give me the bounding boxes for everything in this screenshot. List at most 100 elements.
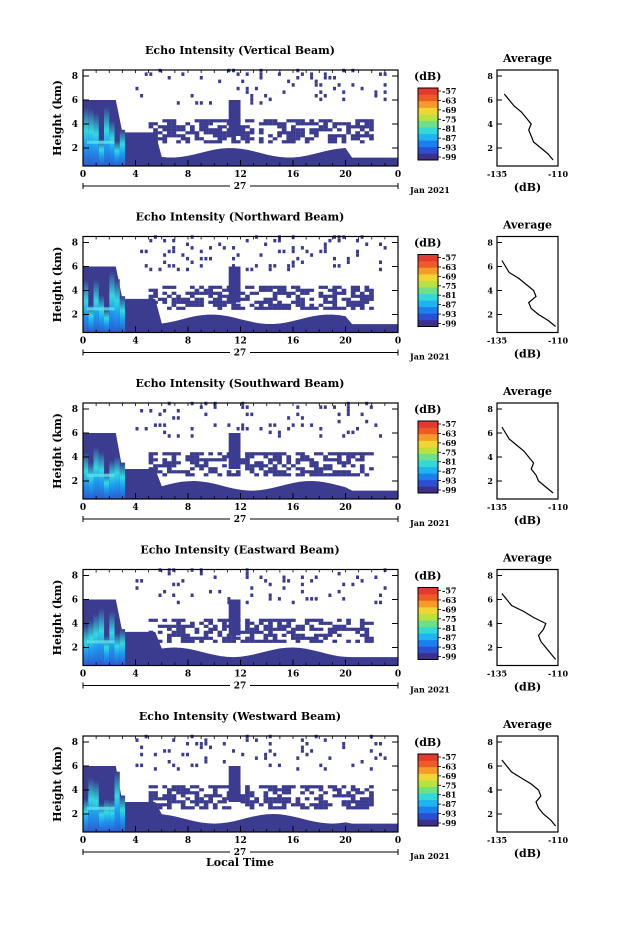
echo-cell (208, 467, 213, 471)
echo-cell (172, 246, 176, 250)
echo-strong-column (114, 633, 120, 666)
echo-cell (176, 101, 180, 105)
echo-cell (190, 128, 195, 132)
echo-cell (249, 291, 255, 295)
echo-cell (356, 253, 359, 257)
echo-cell (226, 639, 232, 643)
x-tick-label: 16 (287, 337, 300, 347)
colorbar-swatch (418, 427, 438, 435)
echo-cell (268, 264, 272, 268)
echo-cell (328, 76, 332, 80)
echo-cell (250, 101, 254, 105)
echo-cell (176, 767, 180, 771)
echo-cell (272, 618, 278, 622)
echo-cell (291, 618, 296, 622)
average-y-tick-label: 4 (487, 119, 493, 129)
colorbar-swatch (418, 799, 438, 807)
echo-cell (222, 134, 227, 138)
echo-cell (327, 473, 333, 477)
echo-cell (359, 128, 365, 132)
echo-cell (148, 785, 154, 789)
echo-cell (323, 800, 328, 804)
echo-cell (318, 794, 324, 798)
echo-cell (258, 467, 264, 471)
echo-cell (263, 285, 269, 289)
echo-cell (258, 618, 264, 622)
echo-cell (176, 630, 181, 634)
echo-cell (217, 458, 223, 462)
echo-cell (176, 633, 181, 637)
echo-cell (272, 636, 278, 640)
echo-cell (273, 423, 277, 427)
echo-cell (323, 458, 328, 462)
echo-cell (167, 760, 171, 764)
echo-cell (153, 464, 158, 468)
echo-cell (171, 134, 177, 138)
echo-cell (323, 246, 327, 250)
echo-cell (185, 636, 191, 640)
echo-cell (199, 303, 204, 307)
average-profile-line (501, 593, 557, 660)
echo-cell (272, 627, 278, 631)
echo-cell (281, 131, 287, 135)
echo-cell (341, 288, 347, 292)
echo-cell (212, 291, 218, 295)
echo-cell (369, 297, 374, 301)
echo-cell (254, 452, 259, 456)
echo-cell (135, 427, 139, 431)
echo-cell (258, 306, 264, 310)
echo-cell (181, 72, 185, 76)
echo-cell (310, 72, 314, 76)
echo-cell (217, 303, 223, 307)
colorbar-unit: (dB) (414, 237, 441, 250)
echo-cell (277, 122, 282, 126)
echo-cell (249, 285, 255, 289)
echo-cell (157, 639, 163, 643)
echo-cell (249, 128, 255, 132)
echo-cell (350, 306, 356, 310)
echo-cell (167, 264, 171, 268)
echo-cell (190, 427, 194, 431)
echo-cell (212, 624, 218, 628)
echo-strong-column (114, 771, 120, 832)
echo-cell (222, 125, 227, 129)
echo-strong-column (114, 456, 120, 499)
echo-cell (314, 122, 319, 126)
heatmap (83, 734, 398, 832)
echo-cell (167, 125, 172, 129)
echo-cell (157, 803, 163, 807)
echo-cell (162, 458, 168, 462)
echo-cell (190, 473, 195, 477)
echo-cell (332, 458, 338, 462)
echo-cell (153, 452, 158, 456)
echo-cell (295, 461, 301, 465)
echo-cell (379, 267, 382, 272)
echo-cell (291, 249, 295, 254)
echo-strong-column (109, 271, 115, 333)
echo-cell (291, 785, 296, 789)
average-y-tick-label: 8 (487, 238, 493, 248)
echo-cell (374, 756, 378, 760)
echo-cell (319, 427, 323, 431)
echo-cell (258, 461, 264, 465)
echo-cell (351, 83, 355, 87)
echo-cell (245, 458, 250, 462)
echo-cell (282, 579, 286, 583)
echo-cell (318, 128, 324, 132)
echo-cell (180, 630, 186, 634)
echo-cell (209, 256, 212, 261)
echo-cell (277, 806, 282, 810)
echo-cell (148, 458, 154, 462)
echo-cell (359, 125, 365, 129)
echo-cell (249, 464, 255, 468)
echo-cell (254, 473, 259, 477)
echo-cell (212, 300, 218, 304)
colorbar-tick-label: -99 (442, 818, 457, 828)
echo-cell (226, 470, 232, 474)
echo-cell (140, 745, 144, 750)
y-tick-label: 6 (72, 762, 78, 772)
echo-cell (346, 627, 351, 631)
echo-strong-column (83, 625, 89, 666)
echo-cell (245, 575, 249, 579)
echo-cell (277, 249, 281, 254)
